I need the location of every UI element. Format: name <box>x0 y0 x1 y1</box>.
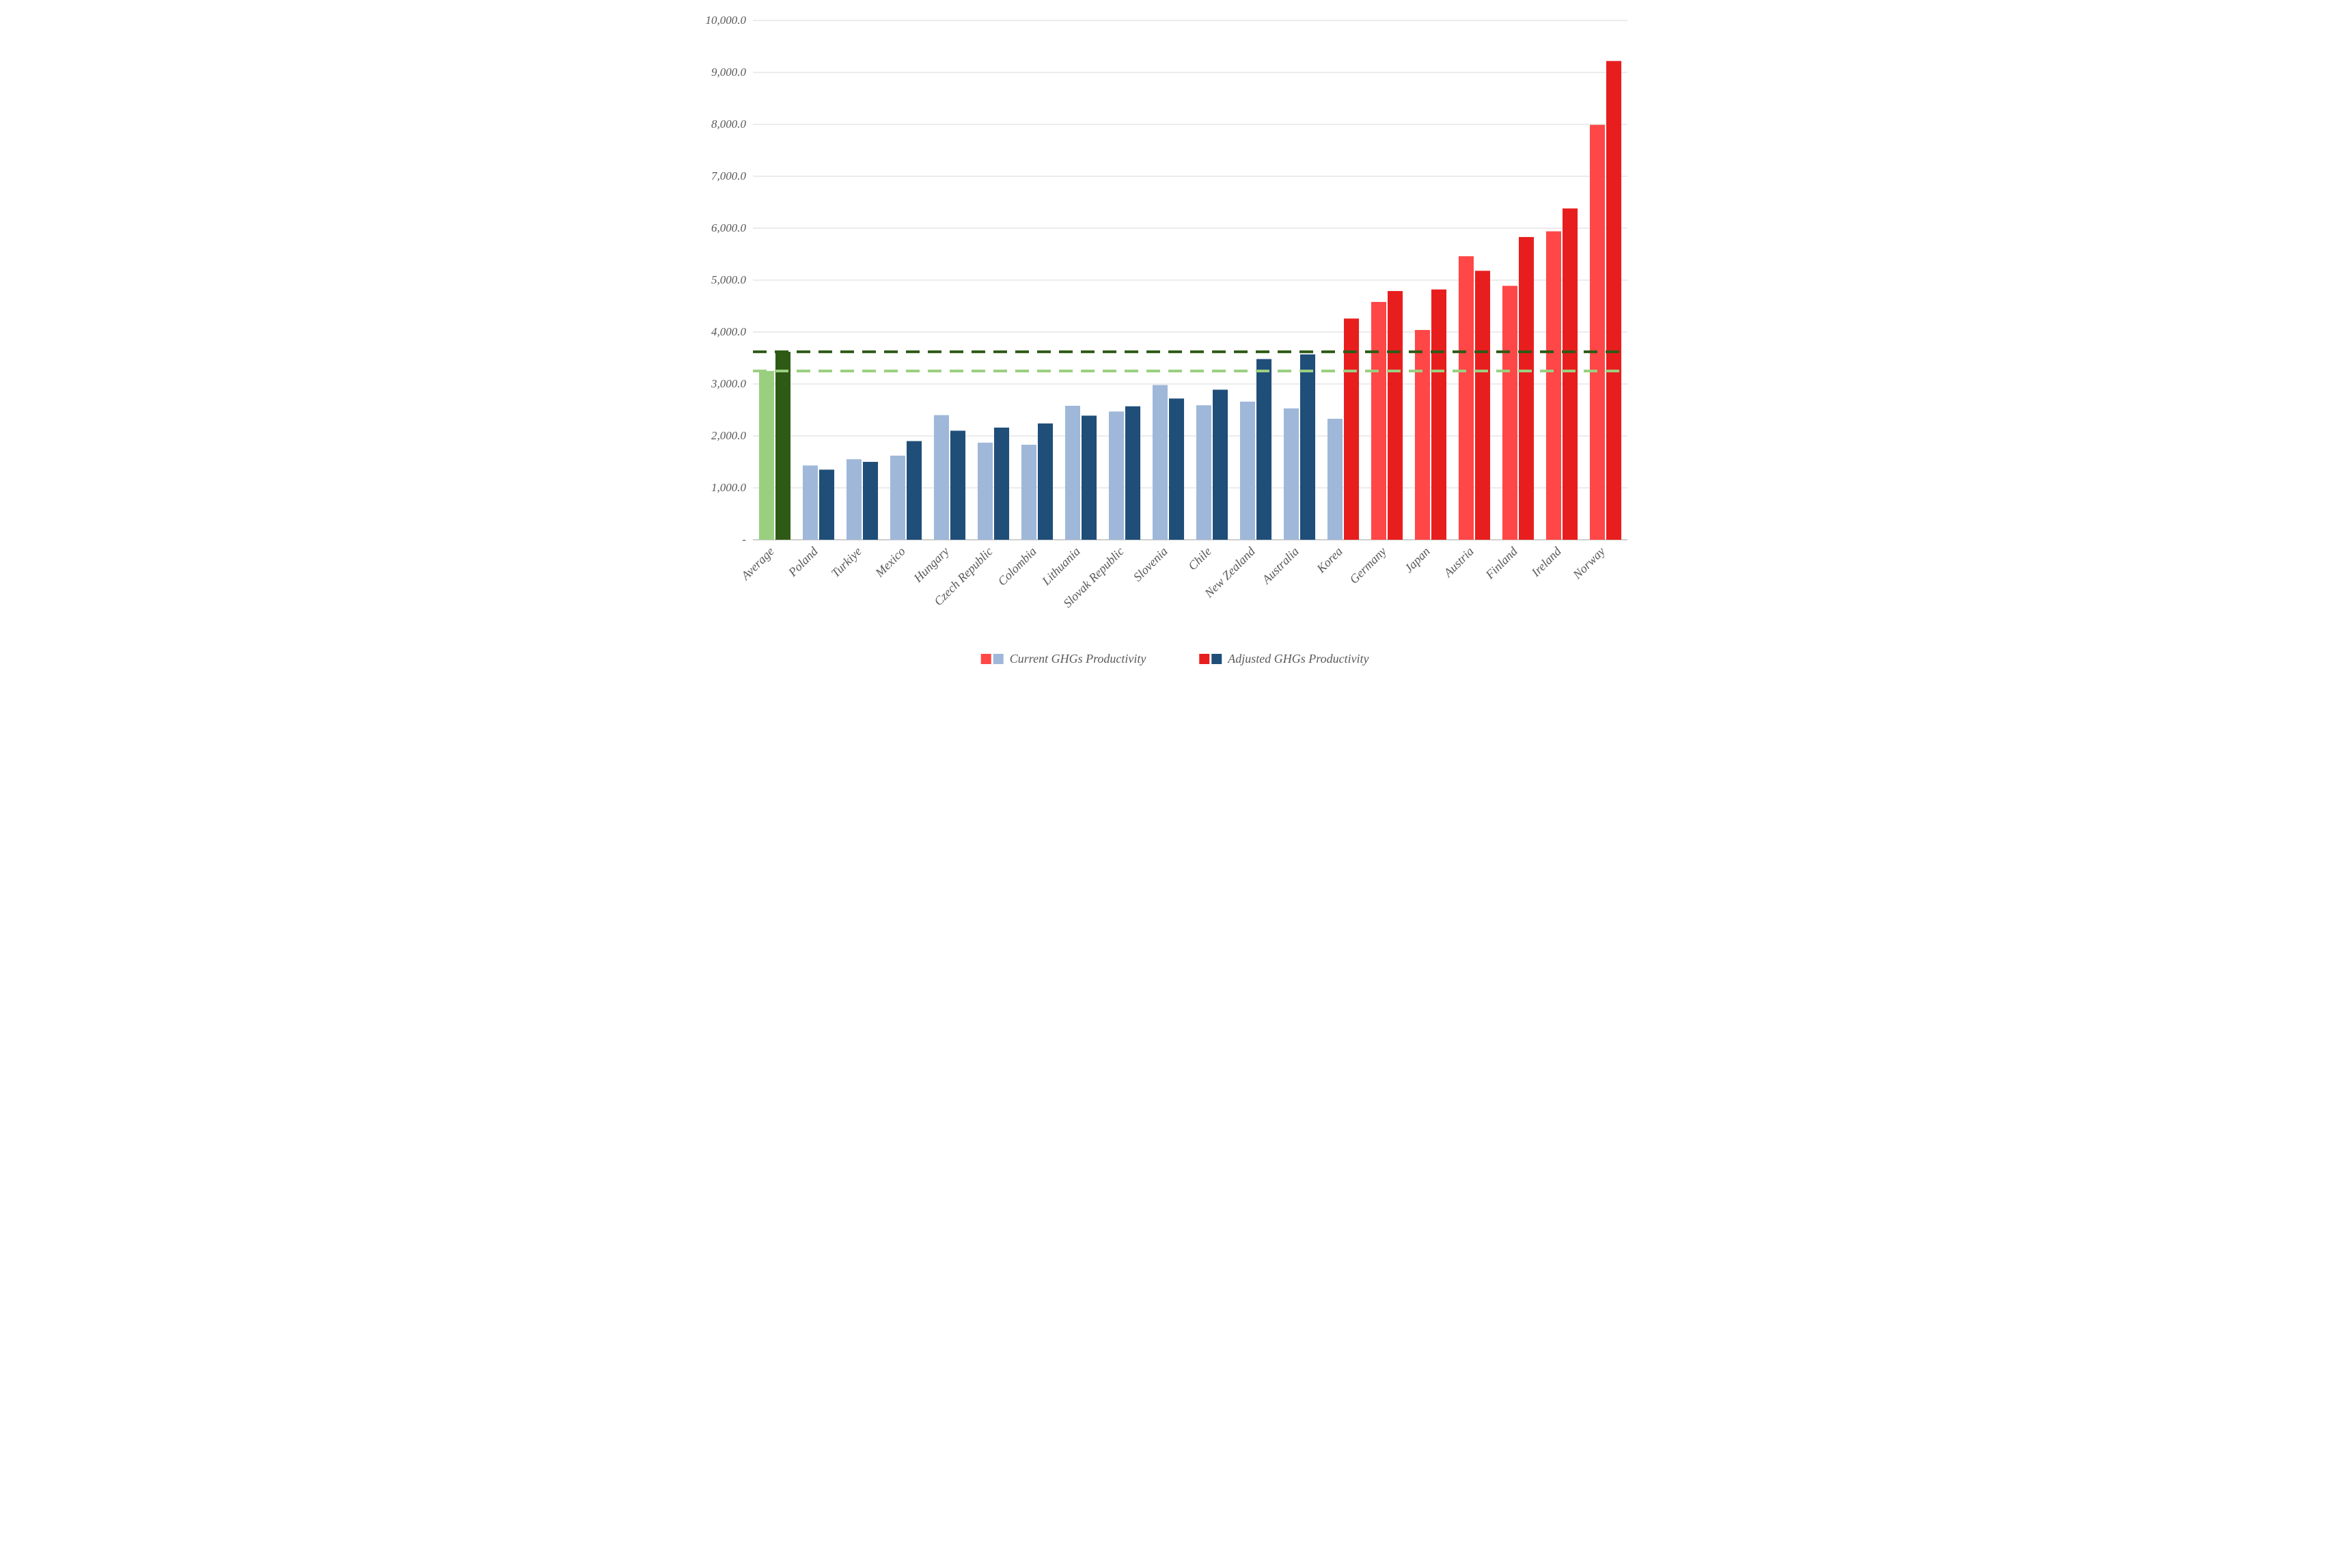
bar-current <box>1371 302 1386 540</box>
bar-current <box>1414 330 1429 540</box>
x-axis-tick-label: Poland <box>785 544 821 579</box>
y-axis-tick-label: 3,000.0 <box>711 377 747 390</box>
bar-current <box>977 443 992 540</box>
bar-adjusted <box>863 462 878 540</box>
x-axis-tick-label: Finland <box>1482 544 1520 582</box>
x-axis-tick-label: Hungary <box>910 545 951 586</box>
bar-adjusted <box>775 352 790 540</box>
x-axis-tick-label: Colombia <box>995 545 1038 588</box>
ghg-productivity-bar-chart: - 1,000.0 2,000.0 3,000.0 4,000.0 5,000.0 6,00… <box>685 14 1641 690</box>
bar-current <box>1021 445 1036 540</box>
bar-adjusted <box>1169 398 1184 540</box>
bar-adjusted <box>950 430 965 540</box>
bar-adjusted <box>1388 291 1403 540</box>
y-axis-tick-label: 4,000.0 <box>711 325 747 338</box>
bar-current <box>1458 256 1473 540</box>
legend-swatch <box>1211 654 1222 664</box>
bar-adjusted <box>994 428 1009 540</box>
bar-adjusted <box>1300 355 1315 540</box>
bar-adjusted <box>1082 415 1097 540</box>
bar-current <box>1108 411 1123 540</box>
bar-current <box>802 465 817 540</box>
y-axis-tick-label: 6,000.0 <box>711 221 747 234</box>
bar-current <box>1064 406 1079 540</box>
bar-current <box>1196 405 1211 540</box>
x-axis-tick-label: Australia <box>1258 545 1301 587</box>
y-axis-tick-label: 5,000.0 <box>711 273 747 286</box>
legend-swatch <box>980 654 991 664</box>
bar-adjusted <box>1431 290 1446 540</box>
chart-container: - 1,000.0 2,000.0 3,000.0 4,000.0 5,000.0 6,00… <box>685 14 1641 690</box>
bar-adjusted <box>1606 61 1621 540</box>
y-axis-tick-label: 9,000.0 <box>711 66 747 79</box>
x-axis-tick-label: Slovenia <box>1130 545 1170 584</box>
bar-adjusted <box>1563 208 1578 540</box>
x-axis-tick-label: Turkiye <box>828 545 864 580</box>
x-axis-tick-label: Ireland <box>1528 544 1564 580</box>
bars-group <box>758 61 1621 540</box>
bar-current <box>1327 419 1342 540</box>
bar-current <box>758 371 773 540</box>
bar-adjusted <box>1519 237 1534 540</box>
legend-swatch <box>993 654 1003 664</box>
bar-adjusted <box>1038 424 1053 540</box>
bar-current <box>890 456 905 540</box>
bar-adjusted <box>1475 271 1490 540</box>
y-axis-tick-label: 7,000.0 <box>711 169 747 182</box>
legend-label: Current GHGs Productivity <box>1009 652 1146 665</box>
bar-adjusted <box>1213 389 1228 540</box>
y-axis-tick-label: 8,000.0 <box>711 118 747 130</box>
legend-label: Adjusted GHGs Productivity <box>1227 652 1368 665</box>
bar-current <box>1502 286 1517 540</box>
y-axis-tick-label: 2,000.0 <box>711 429 747 442</box>
bar-adjusted <box>1125 407 1140 540</box>
bar-current <box>1239 402 1254 540</box>
bar-current <box>1283 409 1298 540</box>
bar-current <box>1152 385 1167 540</box>
legend: Current GHGs Productivity Adjusted GHGs P… <box>980 652 1368 665</box>
bar-adjusted <box>907 441 922 540</box>
bar-current <box>1545 232 1560 540</box>
y-axis-tick-label: - <box>742 533 746 546</box>
y-axis-tick-label: 1,000.0 <box>711 481 747 494</box>
bar-adjusted <box>1256 359 1271 540</box>
x-axis-tick-label: Average <box>738 545 777 583</box>
bar-current <box>1589 125 1604 540</box>
x-axis-tick-label: Mexico <box>872 545 907 580</box>
x-axis-tick-label: Japan <box>1401 545 1432 575</box>
x-axis-tick-label: Korea <box>1313 545 1345 576</box>
bar-current <box>933 415 948 540</box>
bar-current <box>846 459 861 540</box>
legend-swatch <box>1199 654 1209 664</box>
x-axis-tick-label: Norway <box>1569 545 1607 582</box>
y-axis-tick-label: 10,000.0 <box>705 14 746 27</box>
x-axis-tick-label: Lithuania <box>1038 545 1082 588</box>
x-axis-tick-label: Austria <box>1440 545 1476 580</box>
x-axis-tick-label: Chile <box>1185 545 1214 573</box>
bar-adjusted <box>819 469 834 540</box>
x-axis-tick-label: Germany <box>1347 545 1389 587</box>
